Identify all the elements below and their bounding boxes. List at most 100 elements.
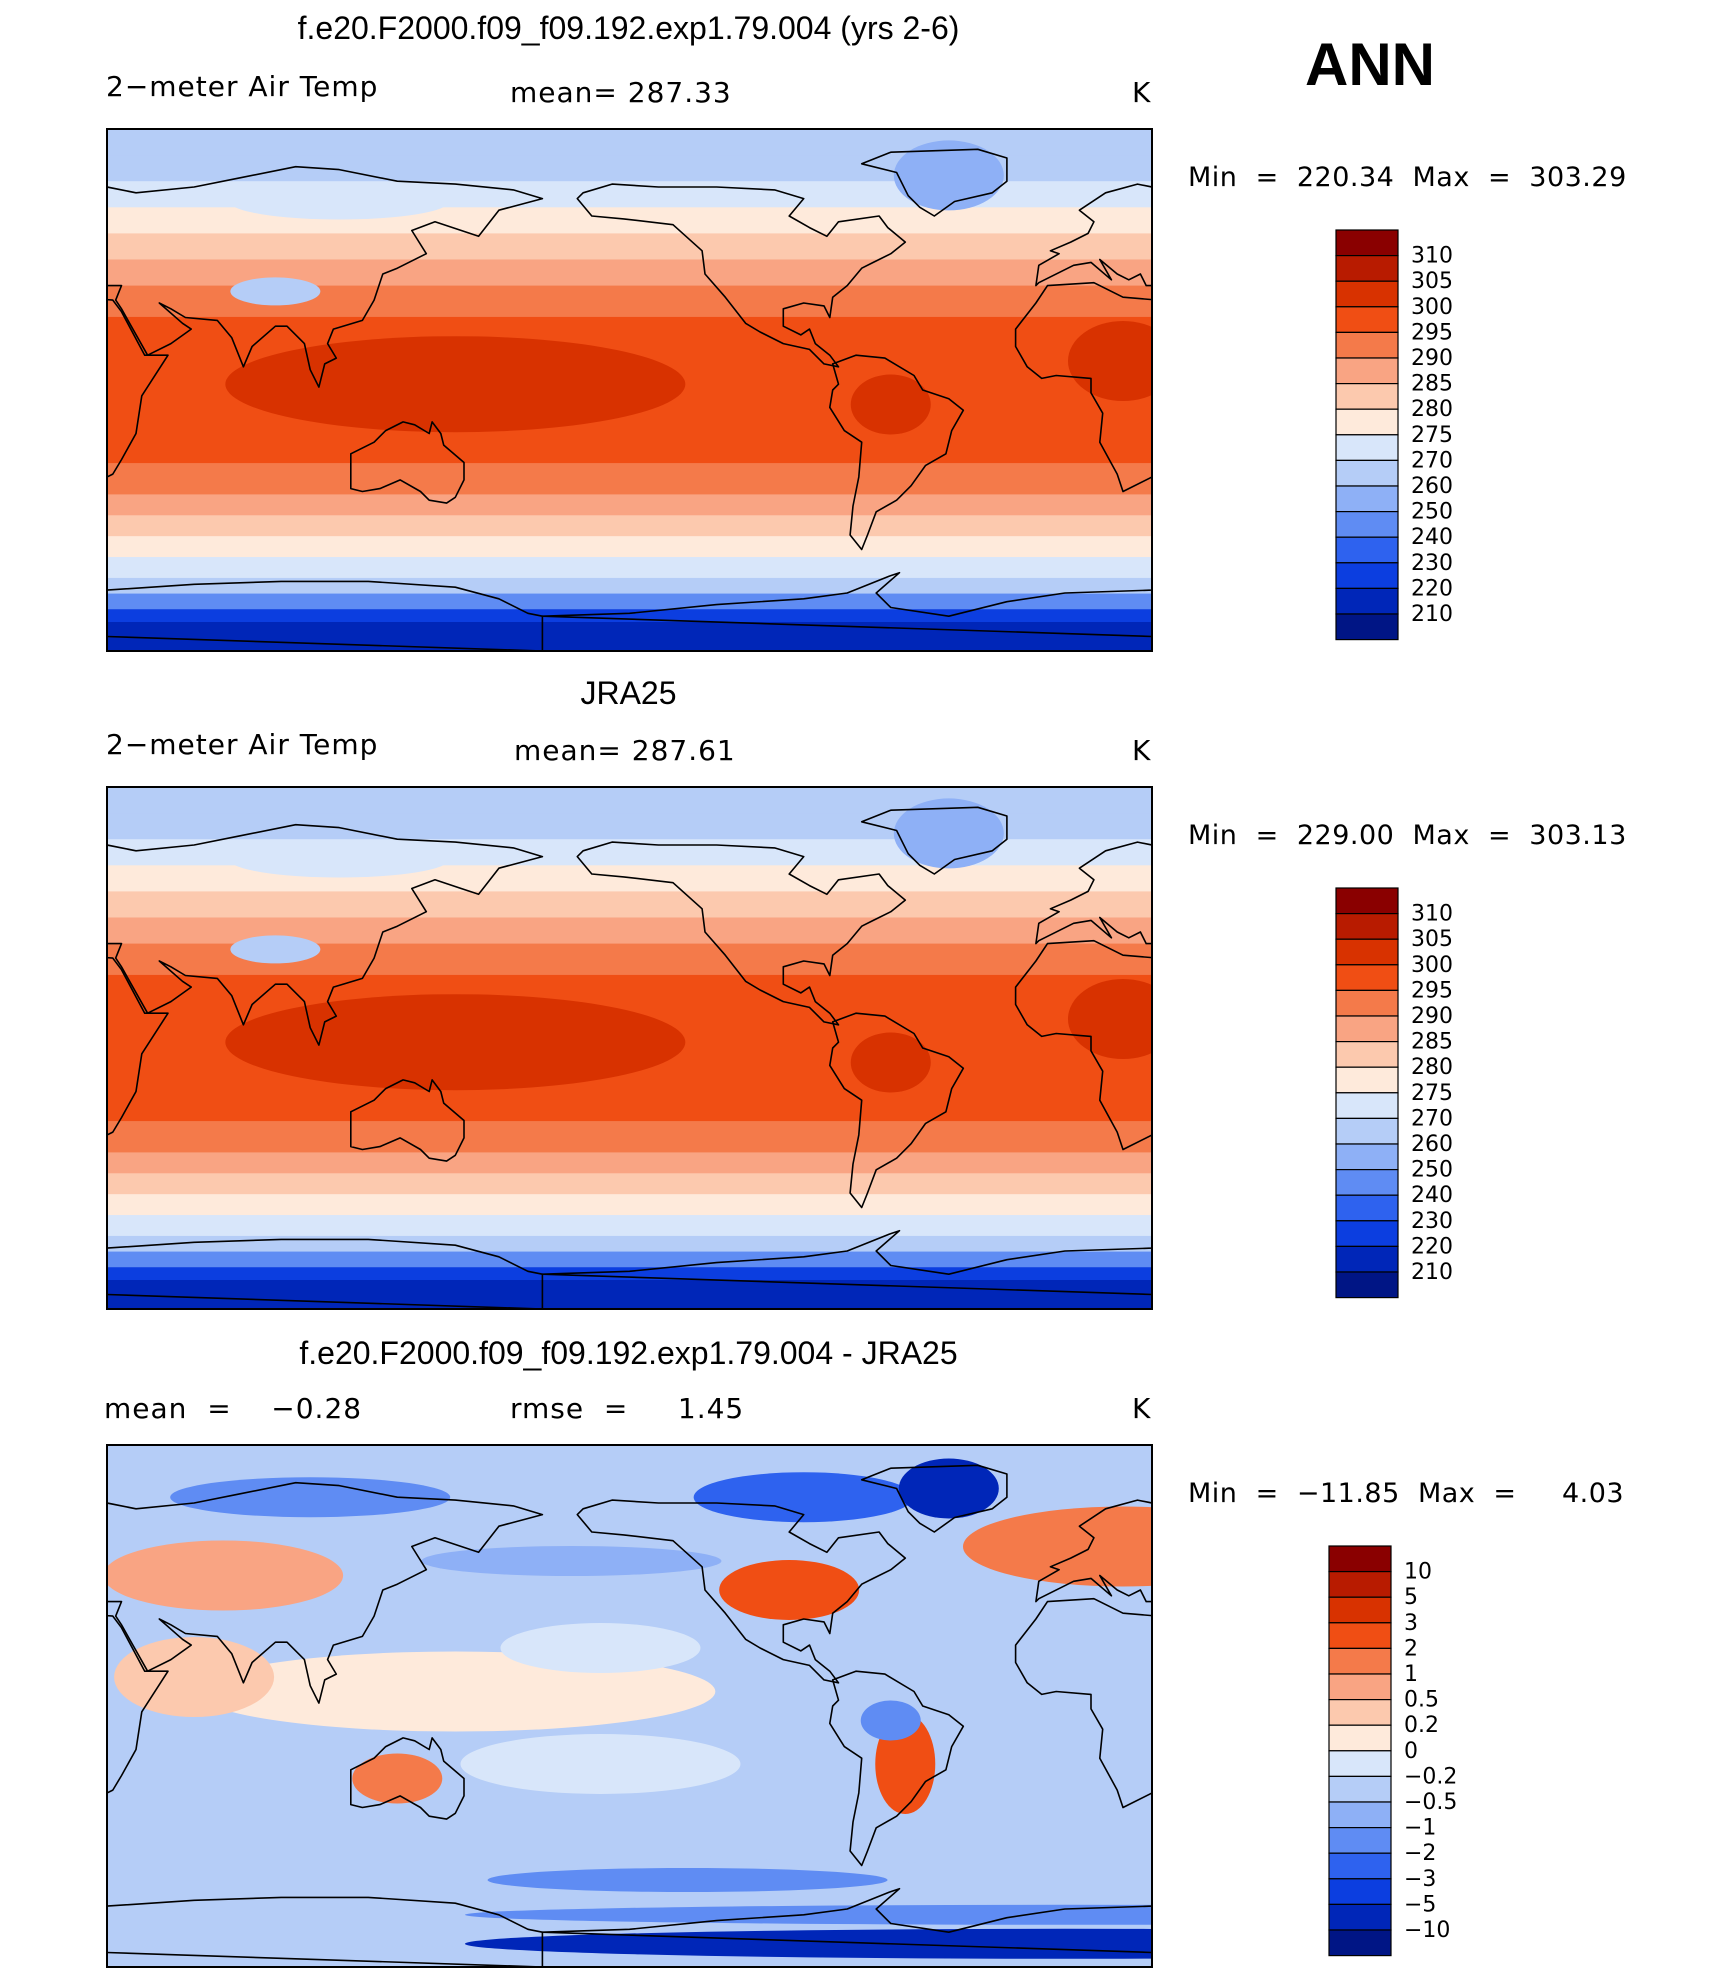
colorbar-tick-label: −2 (1404, 1841, 1436, 1866)
panel3-colorbar: 10 5 3 2 1 0.5 0.2 0 −0.2 −0.5 −1 −2 −3 −5 −10 (1328, 1545, 1528, 1957)
warm-region (1067, 979, 1153, 1059)
colorbar-tick-label: 310 (1411, 244, 1453, 269)
coastline (107, 1614, 169, 1794)
temperature-band (107, 593, 1152, 611)
warm-region (1067, 321, 1153, 401)
coastline (107, 1238, 544, 1309)
colorbar-tick-label: 240 (1411, 1183, 1453, 1208)
coastline (107, 165, 544, 388)
warm-pool (225, 994, 686, 1091)
colorbar-tick-label: 230 (1411, 551, 1453, 576)
tibet-cold (230, 935, 321, 964)
coastline (107, 580, 544, 651)
temperature-band (107, 494, 1152, 517)
coastline (576, 1499, 907, 1684)
panel1-colorbar: 310 305 300 295 290 285 280 275 270 260 250 240 230 2… (1335, 229, 1535, 641)
map-svg-1 (106, 128, 1153, 652)
coastline (350, 421, 465, 504)
difference-anomaly (719, 1560, 860, 1620)
colorbar-tick-label: 285 (1411, 1030, 1453, 1055)
colorbar-tick-label: 300 (1411, 295, 1453, 320)
greenland-cold (893, 798, 1004, 869)
coastline (860, 806, 1008, 875)
difference-anomaly (460, 1734, 741, 1794)
coastline (107, 1481, 544, 1704)
panel2-units-label: K (1132, 734, 1152, 767)
panel3-mean-label: mean = −0.28 (104, 1392, 363, 1425)
colorbar-swatch (1328, 1878, 1392, 1905)
colorbar-tick-label: 310 (1411, 902, 1453, 927)
coastline (107, 1896, 544, 1967)
colorbar-swatch (1335, 938, 1399, 966)
colorbar-swatch (1335, 587, 1399, 615)
season-label: ANN (1305, 31, 1435, 98)
difference-anomaly (898, 1458, 999, 1519)
coastline (350, 1079, 465, 1162)
colorbar-swatch (1328, 1801, 1392, 1829)
difference-anomaly (665, 1839, 1153, 1863)
colorbar-swatch (1328, 1545, 1392, 1573)
coastline (107, 956, 169, 1136)
panel2-title: JRA25 (580, 675, 677, 711)
map-frame (106, 128, 1153, 652)
colorbar-tick-label: 230 (1411, 1209, 1453, 1234)
temperature-band (107, 577, 1152, 595)
siberia-cold (229, 183, 450, 220)
difference-anomaly (114, 1637, 275, 1717)
colorbar-tick-label: 285 (1411, 372, 1453, 397)
temperature-band (107, 1173, 1152, 1196)
temperature-band (107, 557, 1152, 579)
colorbar-swatch (1335, 306, 1399, 334)
colorbar-swatch (1335, 511, 1399, 538)
colorbar-tick-label: 280 (1411, 397, 1453, 422)
difference-anomaly (352, 1753, 443, 1804)
panel1-minmax: Min = 220.34 Max = 303.29 (1188, 162, 1627, 193)
colorbar-tick-label: 210 (1411, 1260, 1453, 1285)
colorbar-tick-label: 295 (1411, 978, 1453, 1003)
colorbar-tick-label: 295 (1411, 320, 1453, 345)
colorbar-swatch (1335, 229, 1399, 257)
colorbar-swatch (1335, 887, 1399, 915)
colorbar-swatch (1335, 1117, 1399, 1145)
tibet-cold (230, 277, 321, 306)
difference-anomaly (106, 1540, 344, 1611)
difference-anomaly (860, 1700, 921, 1741)
colorbar-tick-label: 0.2 (1404, 1713, 1439, 1738)
colorbar-tick-label: 250 (1411, 500, 1453, 525)
greenland-cold (893, 140, 1004, 211)
colorbar-swatch (1335, 1169, 1399, 1196)
siberia-cold (229, 841, 450, 878)
colorbar-swatch (1335, 459, 1399, 487)
colorbar-swatch (1328, 1852, 1392, 1880)
colorbar-swatch (1335, 613, 1399, 641)
colorbar-swatch (1328, 1596, 1392, 1624)
temperature-band (107, 233, 1152, 261)
colorbar-swatch (1328, 1827, 1392, 1854)
colorbar-tick-label: 10 (1404, 1560, 1432, 1585)
colorbar-swatch (1335, 280, 1399, 308)
colorbar-tick-label: 290 (1411, 346, 1453, 371)
map-frame (106, 786, 1153, 1310)
difference-anomaly (693, 1472, 914, 1523)
antarctic-cold (107, 1280, 1152, 1309)
colorbar-tick-label: 305 (1411, 269, 1453, 294)
colorbar-tick-label: 240 (1411, 525, 1453, 550)
coastline (541, 571, 1152, 638)
panel2-map (106, 786, 1153, 1310)
colorbar-swatch (1335, 562, 1399, 589)
colorbar-tick-label: 2 (1404, 1636, 1418, 1661)
colorbar-swatch (1328, 1622, 1392, 1650)
colorbar-tick-label: 0 (1404, 1739, 1418, 1764)
colorbar-swatch (1335, 255, 1399, 282)
colorbar-swatch (1335, 1194, 1399, 1222)
coastline (829, 1012, 965, 1209)
coastline (829, 1670, 965, 1867)
colorbar-tick-label: 5 (1404, 1585, 1418, 1610)
coastline (829, 354, 965, 551)
temperature-band (107, 1235, 1152, 1253)
panel1-mean-label: mean= 287.33 (510, 76, 732, 109)
colorbar-swatch (1335, 989, 1399, 1017)
temperature-band (107, 1215, 1152, 1237)
colorbar-swatch (1335, 1245, 1399, 1273)
